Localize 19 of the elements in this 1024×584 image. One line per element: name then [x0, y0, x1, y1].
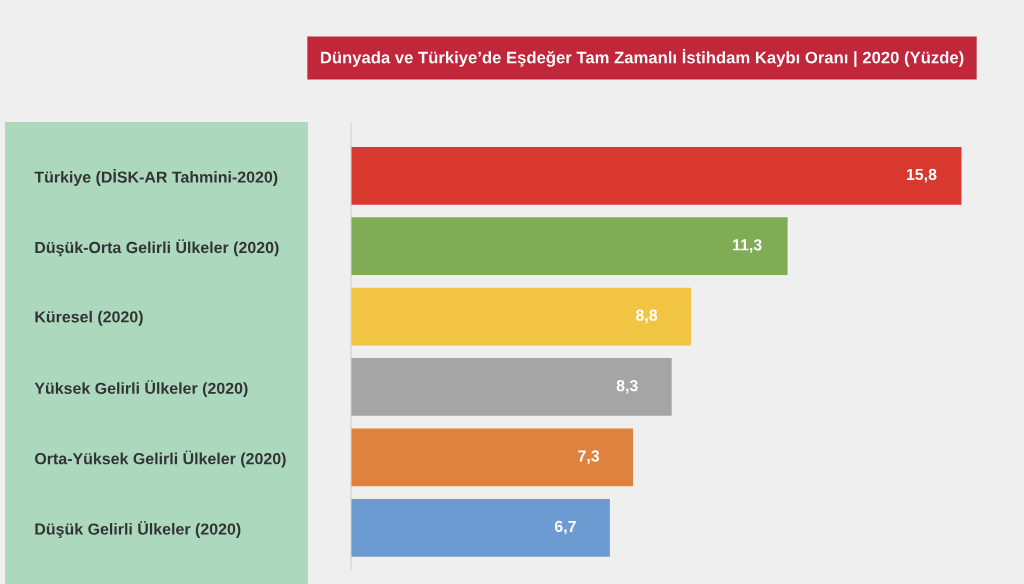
y-tick-label: Orta-Yüksek Gelirli Ülkeler (2020): [34, 450, 286, 468]
y-tick-label: Türkiye (DİSK-AR Tahmini-2020): [34, 168, 278, 186]
y-tick-label: Yüksek Gelirli Ülkeler (2020): [34, 380, 248, 398]
bar: [351, 217, 788, 276]
bar: [351, 146, 962, 205]
data-label: 8,3: [616, 379, 638, 394]
y-tick-label: Düşük-Orta Gelirli Ülkeler (2020): [35, 239, 279, 257]
data-label: 6,7: [554, 520, 576, 535]
y-tick-label: Düşük Gelirli Ülkeler (2020): [35, 520, 241, 538]
bar: [351, 358, 672, 416]
chart-title: Dünyada ve Türkiye’de Eşdeğer Tam Zamanlı İstihdam Kaybı Oranı | 2020 (Yüzde): [320, 49, 964, 67]
data-label: 7,3: [578, 450, 600, 464]
bar: [351, 287, 691, 346]
data-label: 15,8: [906, 168, 937, 183]
bar: [351, 498, 610, 557]
y-tick-label: Küresel (2020): [35, 310, 143, 326]
data-label: 11,3: [733, 239, 762, 253]
data-label: 8,8: [635, 309, 658, 324]
bar: [351, 428, 634, 487]
